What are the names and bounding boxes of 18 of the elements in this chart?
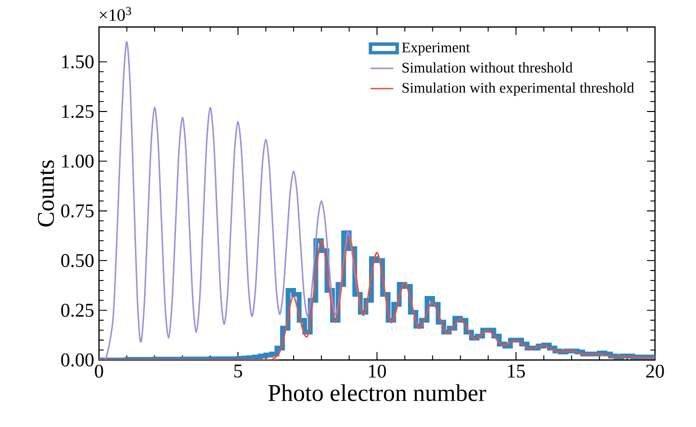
x-tick-label: 0 bbox=[94, 364, 104, 378]
y-tick-label: 1.25 bbox=[62, 104, 94, 118]
legend-label: Simulation without threshold bbox=[402, 62, 573, 73]
legend-label: Experiment bbox=[402, 42, 470, 56]
text: ×10$^{3}$ bbox=[100, 6, 132, 21]
y-tick-label: 0.00 bbox=[61, 353, 94, 367]
y-tick-label: 1.00 bbox=[62, 154, 94, 168]
legend-label: Simulation with experimental threshold bbox=[402, 82, 634, 96]
y-tick-label: 0.50 bbox=[61, 254, 94, 268]
y-tick-label: 0.25 bbox=[61, 304, 94, 317]
x-tick-label: 20 bbox=[646, 364, 664, 378]
y-tick-label: 0.75 bbox=[61, 204, 94, 218]
y-axis-title: Counts bbox=[38, 160, 54, 227]
x-axis-title: Photo electron number bbox=[268, 384, 486, 402]
x-tick-label: 15 bbox=[508, 364, 525, 378]
y-tick-label: 1.50 bbox=[62, 55, 94, 68]
x-tick-label: 5 bbox=[234, 364, 242, 378]
x-tick-label: 10 bbox=[369, 364, 386, 378]
